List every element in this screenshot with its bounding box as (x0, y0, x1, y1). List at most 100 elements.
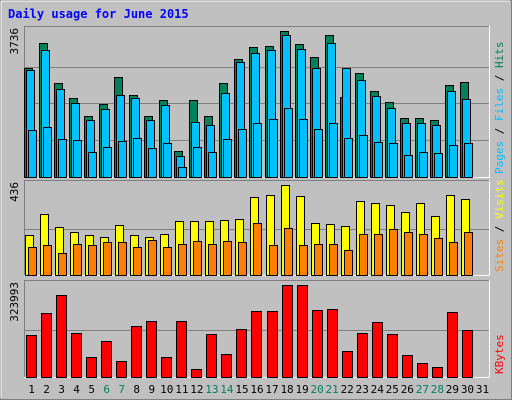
bar-kbytes-day-30 (462, 330, 473, 378)
bar-kbytes-day-22 (342, 351, 353, 378)
bar-pages-day-16 (253, 123, 262, 178)
bar-pages-day-21 (329, 123, 338, 178)
bar-kbytes-day-26 (402, 355, 413, 378)
bar-kbytes-day-23 (357, 333, 368, 378)
bar-kbytes-day-10 (161, 357, 172, 378)
panel-max-label: 3736 (8, 28, 21, 55)
day-label-22: 22 (341, 383, 354, 396)
legend-sites: Sites (493, 239, 506, 272)
bar-sites-day-2 (43, 245, 52, 276)
bar-pages-day-12 (193, 147, 202, 178)
chart-title: Daily usage for June 2015 (8, 7, 189, 21)
day-label-24: 24 (371, 383, 385, 396)
legend-separator: / (493, 219, 506, 239)
bar-kbytes-day-8 (131, 326, 142, 378)
bar-sites-day-11 (178, 244, 187, 276)
bar-pages-day-11 (178, 167, 187, 178)
bar-pages-day-19 (299, 119, 308, 178)
bar-kbytes-day-17 (267, 311, 278, 378)
bar-kbytes-day-16 (251, 311, 262, 378)
bar-sites-day-9 (148, 240, 157, 276)
bar-kbytes-day-27 (417, 363, 428, 378)
bar-sites-day-30 (464, 232, 473, 276)
bar-kbytes-day-13 (206, 334, 217, 378)
bar-pages-day-9 (148, 148, 157, 178)
day-label-13: 13 (205, 383, 218, 396)
bar-kbytes-day-3 (56, 295, 67, 378)
bar-sites-day-22 (344, 250, 353, 276)
bar-pages-day-4 (73, 140, 82, 178)
day-label-25: 25 (386, 383, 399, 396)
bar-sites-day-28 (434, 238, 443, 276)
panel-legend: KBytes (493, 334, 506, 374)
bar-kbytes-day-2 (41, 313, 52, 378)
day-label-20: 20 (311, 383, 324, 396)
legend-hits: Hits (493, 42, 506, 69)
bar-sites-day-7 (118, 242, 127, 276)
bar-pages-day-18 (284, 108, 293, 178)
bar-kbytes-day-15 (236, 329, 247, 378)
bar-kbytes-day-20 (312, 310, 323, 378)
day-label-31: 31 (476, 383, 489, 396)
panel-max-label: 323993 (8, 282, 21, 322)
bar-pages-day-8 (133, 138, 142, 178)
day-label-16: 16 (250, 383, 263, 396)
bar-kbytes-day-9 (146, 321, 157, 378)
bar-kbytes-day-19 (297, 285, 308, 378)
bar-pages-day-7 (118, 141, 127, 178)
chart-panels: 3736 Pages / Files / Hits 436 Sites / Visit… (8, 26, 506, 378)
bar-sites-day-26 (404, 232, 413, 276)
panel-max-label: 436 (8, 182, 21, 202)
day-label-4: 4 (73, 383, 80, 396)
bar-kbytes-day-4 (71, 333, 82, 378)
bar-sites-day-4 (73, 244, 82, 276)
day-label-29: 29 (446, 383, 459, 396)
bar-pages-day-29 (449, 145, 458, 178)
bar-kbytes-day-5 (86, 357, 97, 378)
bar-kbytes-day-1 (26, 335, 37, 378)
bar-kbytes-day-21 (327, 309, 338, 378)
bar-kbytes-day-25 (387, 334, 398, 378)
legend-separator: / (493, 68, 506, 88)
day-label-12: 12 (190, 383, 203, 396)
bar-pages-day-24 (374, 142, 383, 178)
bar-sites-day-19 (299, 245, 308, 276)
day-label-8: 8 (133, 383, 140, 396)
day-label-11: 11 (175, 383, 188, 396)
bar-sites-day-27 (419, 234, 428, 276)
day-label-10: 10 (160, 383, 173, 396)
bar-sites-day-21 (329, 244, 338, 276)
bar-pages-day-5 (88, 152, 97, 178)
bar-sites-day-15 (238, 242, 247, 276)
bar-kbytes-day-12 (191, 369, 202, 378)
bar-pages-day-26 (404, 155, 413, 178)
day-label-2: 2 (43, 383, 50, 396)
bar-sites-day-6 (103, 242, 112, 276)
bar-pages-day-17 (269, 119, 278, 178)
day-label-1: 1 (28, 383, 35, 396)
day-label-30: 30 (461, 383, 474, 396)
legend-pages: Pages (493, 141, 506, 174)
day-labels: 1 2 3 4 5 6 7 8 9 10 11 12 13 14 15 16 17 18 19 20 21 22 23 24 2… (28, 383, 489, 396)
bar-pages-day-28 (434, 153, 443, 178)
bar-sites-day-17 (269, 245, 278, 276)
bar-pages-day-27 (419, 152, 428, 178)
day-label-9: 9 (148, 383, 155, 396)
bar-sites-day-24 (374, 234, 383, 276)
bar-pages-day-1 (28, 130, 37, 178)
bar-pages-day-25 (389, 143, 398, 178)
day-label-28: 28 (431, 383, 444, 396)
day-label-5: 5 (88, 383, 95, 396)
bar-sites-day-10 (163, 247, 172, 276)
bar-kbytes-day-18 (282, 285, 293, 378)
day-label-23: 23 (356, 383, 369, 396)
bar-pages-day-10 (163, 143, 172, 178)
day-label-6: 6 (103, 383, 110, 396)
bar-sites-day-23 (359, 234, 368, 276)
bar-sites-day-25 (389, 229, 398, 276)
day-label-3: 3 (58, 383, 65, 396)
bar-sites-day-16 (253, 223, 262, 276)
panel-visits-sites: 436 Sites / Visits (8, 179, 506, 276)
bar-kbytes-day-14 (221, 354, 232, 378)
